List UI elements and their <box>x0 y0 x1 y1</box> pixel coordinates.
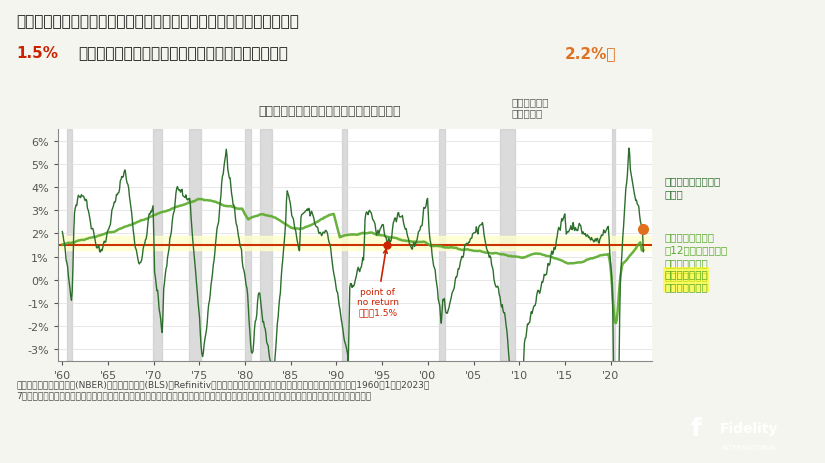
Text: 【景気後退は来ないのか？】過去は、「前年比で見た雇用の伸び」が: 【景気後退は来ないのか？】過去は、「前年比で見た雇用の伸び」が <box>16 14 299 29</box>
Text: INTERNATIONAL: INTERNATIONAL <box>721 444 777 450</box>
Bar <box>153 130 162 361</box>
Text: を割り込むと、景気後退が回避できていない。いま: を割り込むと、景気後退が回避できていない。いま <box>78 46 288 61</box>
Text: Fidelity: Fidelity <box>720 421 778 435</box>
Bar <box>342 130 347 361</box>
Bar <box>245 130 251 361</box>
Text: 非農業部門雇用者数
の伸び: 非農業部門雇用者数 の伸び <box>664 176 720 199</box>
Bar <box>439 130 446 361</box>
Bar <box>67 130 73 361</box>
Text: 1.5%: 1.5% <box>16 46 59 61</box>
Text: f: f <box>691 416 702 440</box>
Text: 人口動態を含む
雇用のベース）: 人口動態を含む 雇用のベース） <box>664 269 708 292</box>
Bar <box>190 130 201 361</box>
Bar <box>611 130 615 361</box>
Bar <box>260 130 271 361</box>
Bar <box>58 236 652 250</box>
Text: 労働力人口の伸び
（12ヵ月移動平均；
人口動態を含む
雇用のベース）: 労働力人口の伸び （12ヵ月移動平均； 人口動態を含む 雇用のベース） <box>664 232 728 281</box>
Bar <box>500 130 515 361</box>
Text: 網掛け部分：
景気後退期: 網掛け部分： 景気後退期 <box>512 96 549 118</box>
Text: 非農業部門雇用者数の伸び（前年同月比）: 非農業部門雇用者数の伸び（前年同月比） <box>259 105 401 118</box>
Text: （出所）全米経済研究所(NBER)、米労働統計局(BLS)、Refinitiv、フィデリティ・インスティテュート。（注）データ期間：1960年1月〜2023年
: （出所）全米経済研究所(NBER)、米労働統計局(BLS)、Refinitiv、… <box>16 380 430 399</box>
Text: 2.2%。: 2.2%。 <box>565 46 616 61</box>
Text: point of
no return
である1.5%: point of no return である1.5% <box>356 250 398 317</box>
